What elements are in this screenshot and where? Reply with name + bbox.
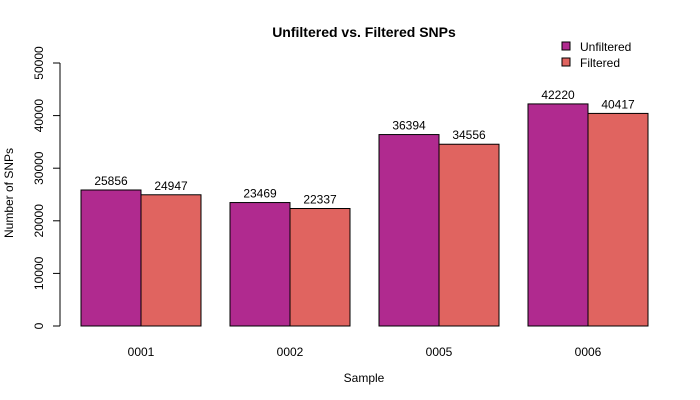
- bar-value-label: 34556: [452, 128, 486, 142]
- x-tick-label: 0006: [575, 345, 602, 359]
- bar-value-label: 23469: [243, 187, 277, 201]
- bar-filtered-0001: [140, 194, 202, 327]
- bar-value-label: 42220: [541, 88, 575, 102]
- bar-filtered-0005: [438, 143, 500, 327]
- legend-label-unfiltered: Unfiltered: [580, 40, 631, 54]
- bar-unfiltered-0005: [378, 134, 440, 327]
- legend: Unfiltered Filtered: [561, 40, 631, 70]
- bar-value-label: 24947: [154, 179, 188, 193]
- bar-filtered-0006: [587, 112, 649, 327]
- bar-value-label: 40417: [601, 97, 635, 111]
- x-tick-label: 0001: [128, 345, 155, 359]
- bar-value-label: 36394: [392, 119, 426, 133]
- y-tick-label: 0: [32, 322, 46, 329]
- chart-title: Unfiltered vs. Filtered SNPs: [272, 24, 456, 40]
- y-tick-label: 20000: [32, 204, 46, 238]
- y-axis-label: Number of SNPs: [2, 148, 16, 238]
- x-tick-label: 0002: [277, 345, 304, 359]
- y-tick-label: 50000: [32, 46, 46, 80]
- y-tick-label: 10000: [32, 256, 46, 290]
- x-axis-label: Sample: [344, 371, 385, 385]
- bar-unfiltered-0002: [229, 202, 291, 327]
- legend-swatch-filtered: [561, 57, 571, 67]
- bar-filtered-0002: [289, 208, 351, 327]
- bar-unfiltered-0006: [527, 103, 589, 327]
- bar-unfiltered-0001: [80, 189, 142, 327]
- bar-value-label: 22337: [303, 193, 337, 207]
- y-tick-label: 40000: [32, 99, 46, 133]
- y-tick-label: 30000: [32, 151, 46, 185]
- x-tick-label: 0005: [426, 345, 453, 359]
- legend-swatch-unfiltered: [561, 41, 571, 51]
- y-axis-ticks: 0 10000 20000 30000 40000 50000: [32, 46, 60, 329]
- bar-group: 25856 24947 0001 23469 22337 0002 36394 34556 00…: [80, 88, 649, 359]
- legend-label-filtered: Filtered: [580, 56, 620, 70]
- bar-value-label: 25856: [94, 174, 128, 188]
